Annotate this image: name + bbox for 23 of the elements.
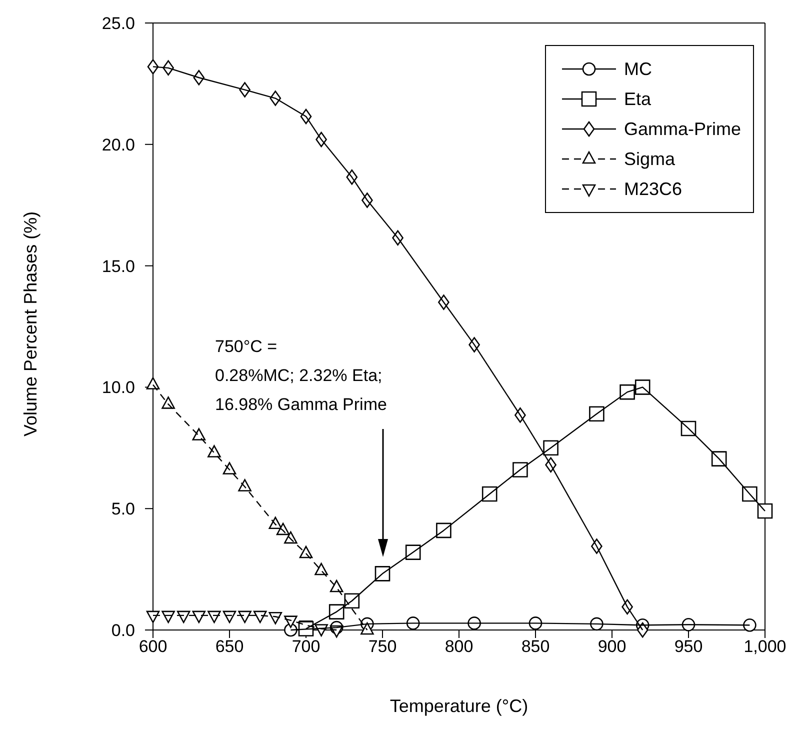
y-tick-label: 20.0 xyxy=(102,135,135,154)
legend-label: Eta xyxy=(624,88,652,110)
legend-label: MC xyxy=(624,58,652,80)
x-tick-label: 950 xyxy=(674,637,703,656)
y-tick-label: 0.0 xyxy=(111,621,135,640)
y-tick-label: 10.0 xyxy=(102,378,135,398)
y-axis-title: Volume Percent Phases (%) xyxy=(20,211,40,436)
x-tick-label: 900 xyxy=(598,637,626,656)
x-tick-label: 650 xyxy=(215,637,244,656)
x-tick-label: 700 xyxy=(292,637,320,656)
y-tick-label: 5.0 xyxy=(111,500,135,519)
y-tick-label: 25.0 xyxy=(102,14,135,34)
legend-label: Sigma xyxy=(624,148,676,170)
x-tick-label: 600 xyxy=(138,637,168,656)
x-tick-label: 800 xyxy=(444,637,474,656)
legend-label: Gamma-Prime xyxy=(624,118,741,140)
x-tick-label: 850 xyxy=(521,637,550,656)
x-axis-title: Temperature (°C) xyxy=(390,696,528,716)
x-tick-label: 750 xyxy=(368,637,397,656)
y-tick-label: 15.0 xyxy=(102,256,135,276)
annotation: 750°C = 0.28%MC; 2.32% Eta; 16.98% Gamma Prime xyxy=(215,337,387,414)
x-tick-label: 1,000 xyxy=(744,637,786,656)
legend-label: M23C6 xyxy=(624,178,682,200)
